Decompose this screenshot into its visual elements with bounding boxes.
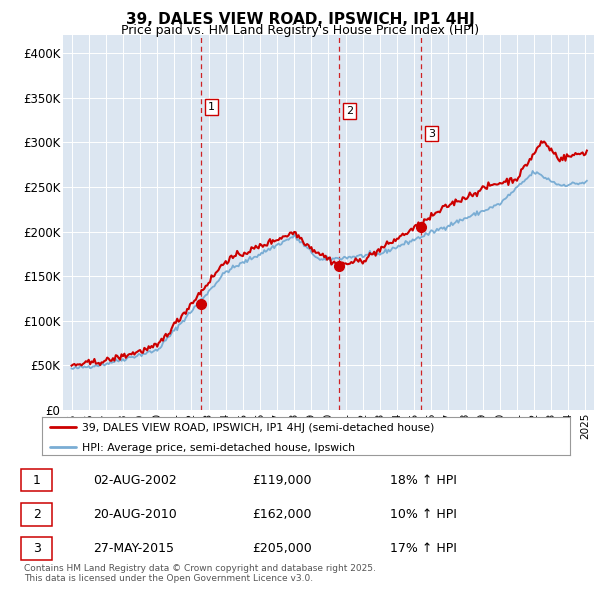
Text: 3: 3 <box>428 129 435 139</box>
Text: Price paid vs. HM Land Registry's House Price Index (HPI): Price paid vs. HM Land Registry's House … <box>121 24 479 37</box>
Text: 3: 3 <box>32 542 41 555</box>
Text: 02-AUG-2002: 02-AUG-2002 <box>93 474 177 487</box>
Text: 20-AUG-2010: 20-AUG-2010 <box>93 508 177 521</box>
Text: 2: 2 <box>346 106 353 116</box>
Text: £119,000: £119,000 <box>252 474 311 487</box>
Text: 1: 1 <box>208 101 215 112</box>
Text: 1: 1 <box>32 474 41 487</box>
Text: Contains HM Land Registry data © Crown copyright and database right 2025.
This d: Contains HM Land Registry data © Crown c… <box>24 563 376 583</box>
Text: 39, DALES VIEW ROAD, IPSWICH, IP1 4HJ: 39, DALES VIEW ROAD, IPSWICH, IP1 4HJ <box>125 12 475 27</box>
Text: £162,000: £162,000 <box>252 508 311 521</box>
Text: £205,000: £205,000 <box>252 542 312 555</box>
Text: HPI: Average price, semi-detached house, Ipswich: HPI: Average price, semi-detached house,… <box>82 443 355 453</box>
Text: 18% ↑ HPI: 18% ↑ HPI <box>390 474 457 487</box>
Text: 10% ↑ HPI: 10% ↑ HPI <box>390 508 457 521</box>
Text: 27-MAY-2015: 27-MAY-2015 <box>93 542 174 555</box>
Text: 39, DALES VIEW ROAD, IPSWICH, IP1 4HJ (semi-detached house): 39, DALES VIEW ROAD, IPSWICH, IP1 4HJ (s… <box>82 423 434 433</box>
Text: 2: 2 <box>32 508 41 521</box>
Text: 17% ↑ HPI: 17% ↑ HPI <box>390 542 457 555</box>
